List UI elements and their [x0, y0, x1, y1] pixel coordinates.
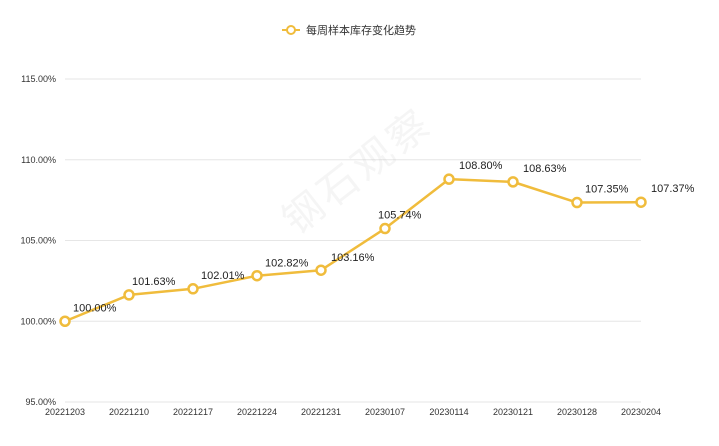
x-tick-label: 20230204 — [621, 407, 661, 417]
data-label: 101.63% — [132, 276, 176, 288]
y-tick-label: 100.00% — [20, 316, 56, 326]
series-line — [64, 177, 642, 323]
data-point — [251, 269, 263, 282]
x-tick-label: 20230114 — [429, 407, 468, 417]
x-tick-label: 20230107 — [365, 407, 405, 417]
x-tick-label: 20221203 — [45, 407, 85, 417]
data-point — [635, 196, 647, 208]
data-point — [379, 222, 391, 235]
data-point — [59, 315, 71, 327]
x-tick-label: 20221224 — [237, 407, 277, 417]
y-tick-label: 95.00% — [25, 397, 56, 407]
y-tick-label: 115.00% — [21, 74, 56, 84]
data-point — [571, 196, 583, 209]
legend[interactable]: 每周样本库存变化趋势 — [282, 22, 416, 38]
legend-label: 每周样本库存变化趋势 — [306, 25, 416, 37]
x-tick-label: 20221231 — [301, 407, 341, 417]
data-label: 108.80% — [459, 160, 503, 172]
data-label: 107.35% — [585, 184, 629, 196]
data-label: 103.16% — [331, 252, 375, 264]
data-label: 100.00% — [73, 302, 117, 314]
x-tick-label: 20230128 — [557, 407, 597, 417]
legend-line-marker-icon — [282, 25, 300, 35]
data-point — [507, 176, 519, 188]
data-point — [443, 173, 455, 185]
data-label: 105.74% — [378, 210, 422, 222]
data-label: 108.63% — [523, 163, 567, 175]
data-point — [315, 264, 327, 276]
x-tick-label: 20221217 — [173, 407, 213, 417]
y-tick-label: 105.00% — [20, 236, 56, 246]
data-label: 102.82% — [265, 258, 309, 270]
data-label: 102.01% — [201, 270, 245, 282]
x-tick-label: 20230121 — [493, 407, 533, 417]
y-tick-label: 110.00% — [21, 155, 56, 165]
data-point — [123, 289, 135, 301]
x-tick-label: 20221210 — [109, 407, 149, 417]
data-point — [187, 283, 199, 295]
data-label: 107.37% — [651, 183, 695, 195]
